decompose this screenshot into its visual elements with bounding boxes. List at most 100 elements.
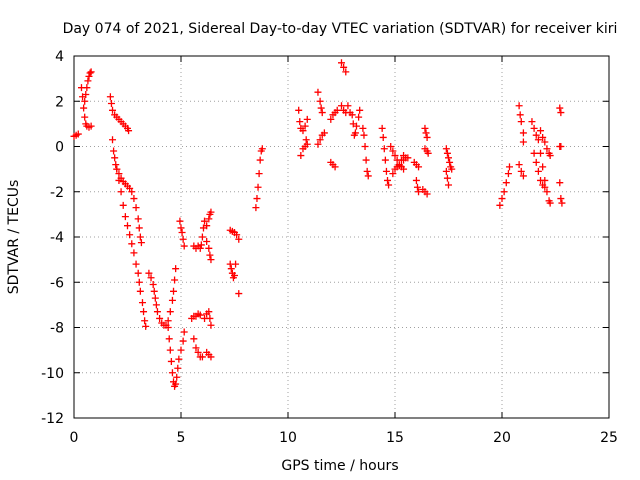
data-point [424,149,432,157]
y-tick-label: 0 [55,140,64,156]
data-point [87,122,95,130]
data-point [175,355,183,363]
y-axis-label: SDTVAR / TECUs [6,180,22,295]
data-point [82,90,90,98]
series-arc-46 [537,127,554,160]
data-point [496,201,504,209]
data-point [515,161,523,169]
data-point [379,133,387,141]
data-point [378,124,386,132]
series-arc-25 [327,158,339,171]
y-axis-ticks: -12 -10 -8 -6 -4 -2 0 2 4 [41,49,609,427]
data-point [320,129,328,137]
data-point [167,357,175,365]
series-arc-05 [109,136,145,247]
series-arc-14 [203,238,215,264]
data-point [348,111,356,119]
data-point [135,278,143,286]
data-point [190,335,198,343]
data-point [530,149,538,157]
data-point [333,106,341,114]
data-point [541,183,549,191]
grid-lines [74,56,609,418]
data-point [178,228,186,236]
y-tick-label: -10 [41,366,64,382]
data-point [110,147,118,155]
data-point [340,63,348,71]
data-point [206,314,214,322]
chart-title: Day 074 of 2021, Sidereal Day-to-day VTE… [63,21,618,37]
data-point [106,93,114,101]
data-point [297,152,305,160]
data-point [528,118,536,126]
x-tick-label: 5 [177,430,186,446]
series-arc-40 [442,167,452,189]
data-point [384,176,392,184]
data-point [253,195,261,203]
data-point [172,380,180,388]
data-point [179,337,187,345]
series-arc-35 [410,158,423,171]
data-point [165,335,173,343]
data-point [252,204,260,212]
data-point [303,140,311,148]
data-point [502,179,510,187]
series-arc-47 [556,104,565,117]
data-point [515,102,523,110]
data-point [227,265,235,273]
data-point [152,301,160,309]
data-point [174,364,182,372]
data-point [194,348,202,356]
series-arc-04 [106,93,133,135]
data-point [534,167,542,175]
data-point [233,231,241,239]
data-point [147,274,155,282]
series-arc-24 [327,106,341,123]
data-point [558,199,566,207]
data-point [338,59,345,67]
series-arc-38 [419,185,431,198]
data-point [299,127,307,135]
x-tick-label: 20 [493,430,511,446]
data-point [84,77,92,85]
data-point [176,217,184,225]
data-point [364,172,372,180]
data-point [142,322,150,330]
series-arc-48 [556,143,565,150]
data-point [519,172,527,180]
data-point [532,158,540,166]
data-point [254,183,262,191]
data-point [344,102,352,110]
series-arc-07 [145,265,180,329]
data-point [314,88,322,96]
series-arc-08 [164,324,188,390]
data-point [387,143,395,150]
data-point [207,256,215,264]
x-tick-label: 10 [279,430,297,446]
data-point [132,260,140,268]
data-point [423,133,431,141]
series-arc-44 [528,118,554,207]
data-point [543,145,551,153]
y-tick-label: -12 [41,411,64,427]
data-point [130,249,138,257]
data-point [445,181,452,189]
data-point [126,231,134,239]
series-arc-03 [81,68,95,105]
data-point [443,174,451,182]
data-point [136,287,144,295]
data-point [130,195,138,203]
data-point [381,156,389,164]
data-point [109,106,117,114]
data-point [303,115,311,123]
y-tick-label: -4 [50,230,64,246]
series-arc-22 [314,88,326,117]
data-point [537,176,545,184]
data-point [132,204,140,212]
data-point [80,104,88,112]
data-point [128,188,136,196]
series-arc-19 [252,145,266,212]
data-point [317,104,325,112]
data-point [235,235,243,243]
data-point [391,152,399,160]
